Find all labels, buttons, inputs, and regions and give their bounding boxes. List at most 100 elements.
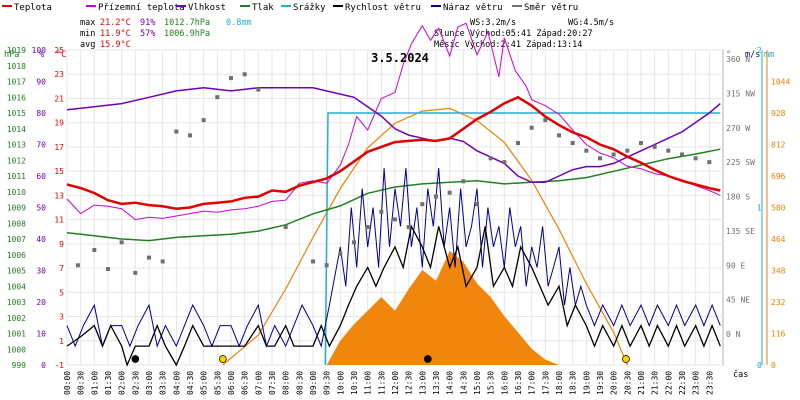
y-tick-label-pct: 10 [36, 330, 46, 339]
wind-direction-point [475, 202, 479, 207]
x-tick-label: 11:30 [377, 371, 386, 395]
y-tick-label-hpa: 1010 [7, 188, 26, 197]
wind-direction-point [461, 179, 466, 184]
wind-direction-point [502, 160, 507, 165]
y-tick-label-hpa: 1003 [7, 298, 26, 307]
y-tick-label-deg: 0 N [726, 330, 741, 339]
x-tick-label: 09:30 [323, 371, 332, 395]
y-tick-label-degc: 13 [54, 191, 64, 200]
stat-max-label: max [80, 18, 95, 28]
x-tick-label: 10:00 [336, 371, 345, 395]
wind-direction-point [639, 141, 643, 146]
y-tick-label-mm: 464 [771, 235, 786, 244]
series-tlak-line [66, 148, 721, 242]
x-tick-label: 13:00 [418, 371, 427, 395]
y-tick-label-hpa: 1006 [7, 251, 26, 260]
y-tick-label-deg: 45 NE [726, 296, 750, 305]
y-tick-label-mm: 580 [771, 204, 786, 213]
stat-max-rain: 0.8mm [226, 18, 252, 28]
sun-moon-marker [131, 355, 140, 363]
x-tick-label: 23:30 [705, 371, 714, 395]
y-tick-label-mm: 812 [771, 141, 786, 150]
series-naraz-line [66, 168, 721, 348]
y-tick-label-deg: 225 SW [726, 158, 755, 167]
legend-swatch-prizemni [86, 5, 96, 7]
stat-min-press: 1006.9hPa [164, 29, 210, 39]
y-tick-label-deg: 360 N [726, 55, 750, 64]
y-tick-label-hpa: 1015 [7, 109, 26, 118]
series-layer [66, 22, 721, 367]
x-tick-label: 23:00 [692, 371, 701, 395]
stat-min-temp: 11.9°C [100, 29, 131, 39]
stat-wg: WG:4.5m/s [568, 18, 614, 28]
wind-direction-point [680, 152, 684, 157]
wind-direction-point [119, 240, 124, 245]
wind-direction-point [92, 247, 97, 252]
x-tick-label: 22:00 [664, 371, 673, 395]
legend-label-vlhkost: Vlhkost [188, 3, 226, 13]
x-tick-label: 08:00 [282, 371, 291, 395]
x-tick-label: 12:00 [391, 371, 400, 395]
y-tick-label-degc: 21 [54, 94, 64, 103]
y-tick-label-pct: 30 [36, 267, 46, 276]
wind-direction-point [147, 255, 151, 260]
legend-swatch-naraz [431, 5, 441, 7]
wind-direction-point [133, 270, 138, 275]
unit-deg: ° [726, 50, 731, 60]
sun-moon-marker [423, 355, 432, 363]
y-tick-label-pct: 20 [36, 298, 46, 307]
series-rychlost-line [66, 224, 721, 367]
x-tick-label: 21:30 [651, 371, 660, 395]
x-tick-label: 18:30 [569, 371, 578, 395]
x-tick-label: 02:30 [131, 371, 140, 395]
stat-sun: Slunce Východ:05:41 Západ:20:27 [434, 29, 593, 39]
x-tick-label: 11:00 [364, 371, 373, 395]
y-tick-label-hpa: 1001 [7, 330, 26, 339]
legend: Teplota Přízemní teplota Vlhkost Tlak Sr… [2, 3, 578, 13]
x-tick-label: 14:00 [446, 371, 455, 395]
series-solar-line [222, 107, 628, 366]
x-tick-label: 22:30 [678, 371, 687, 395]
x-tick-label: 20:00 [610, 371, 619, 395]
legend-swatch-tlak [240, 5, 250, 7]
x-tick-label: 08:30 [295, 371, 304, 395]
series-teplota-line [66, 95, 721, 210]
wind-direction-point [543, 118, 548, 123]
y-tick-label-hpa: 1008 [7, 219, 26, 228]
x-tick-label: 00:30 [77, 371, 86, 395]
legend-label-rychlost: Rychlost větru [345, 3, 421, 13]
y-tick-label-ms: 2 [757, 46, 762, 55]
wind-direction-point [406, 225, 411, 230]
y-tick-label-degc: 23 [54, 70, 64, 79]
y-tick-label-mm: 348 [771, 267, 786, 276]
wind-direction-point [488, 156, 493, 161]
y-tick-label-hpa: 1011 [7, 172, 26, 181]
y-tick-label-ms: 0 [757, 361, 762, 370]
y-tick-label-pct: 60 [36, 172, 46, 181]
y-tick-label-hpa: 1007 [7, 235, 26, 244]
x-tick-label: 04:00 [172, 371, 181, 395]
y-tick-label-mm: 928 [771, 109, 786, 118]
y-tick-label-hpa: 1018 [7, 62, 26, 71]
legend-label-tlak: Tlak [252, 3, 274, 13]
legend-label-prizemni: Přízemní teplota [98, 3, 185, 13]
series-radiation-area [326, 250, 559, 365]
y-tick-label-hpa: 1005 [7, 267, 26, 276]
wind-direction-point [106, 267, 110, 272]
x-tick-label: 07:30 [268, 371, 277, 395]
y-tick-label-degc: 9 [59, 240, 64, 249]
axis-unit-headers: hPa % °C ° m/s mm čas [4, 50, 774, 380]
y-tick-label-deg: 270 W [726, 124, 750, 133]
y-tick-label-deg: 315 NW [726, 89, 755, 98]
x-tick-label: 05:00 [200, 371, 209, 395]
wind-direction-point [256, 87, 261, 92]
sun-moon-marker [218, 355, 227, 363]
wind-direction-point [529, 125, 534, 130]
legend-label-smer: Směr větru [524, 3, 578, 13]
stat-moon: Měsíc Východ:2:41 Západ:13:14 [434, 40, 582, 50]
wind-direction-point [283, 225, 288, 230]
y-tick-label-pct: 40 [36, 235, 46, 244]
axis-layer: 00:00 00:30 01:00 01:30 02:00 02:30 03:00 03:30… [7, 46, 791, 395]
legend-label-srazky: Srážky [293, 3, 326, 13]
